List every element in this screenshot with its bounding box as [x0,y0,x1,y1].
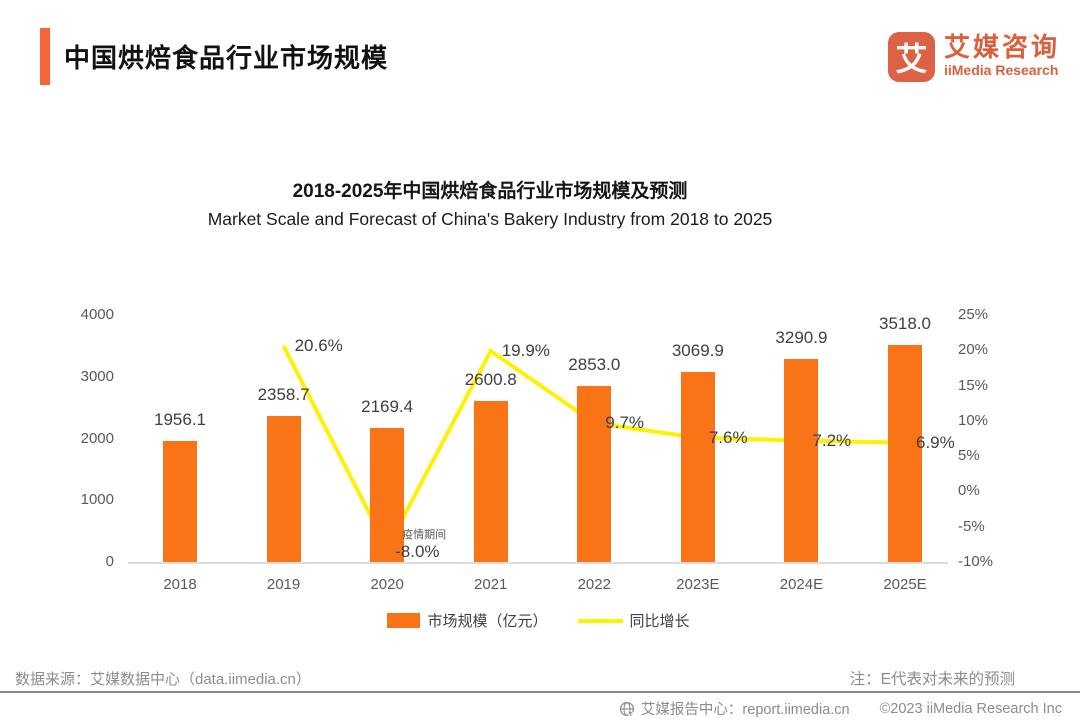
logo-name-cn: 艾媒咨询 [943,32,1060,62]
line-swatch-icon [577,618,623,623]
header-accent-bar [40,28,50,85]
growth-label-2019: 20.6% [294,336,343,356]
y-axis-left-tick: 1000 [80,491,114,509]
covid-annotation: 疫情期间 [402,528,447,541]
growth-label-2025E: 6.9% [916,432,955,452]
y-axis-left-tick: 0 [105,553,114,570]
bar-value-label: 2600.8 [464,370,517,390]
y-axis-right-tick: -10% [958,553,994,570]
x-axis-label-2018: 2018 [163,576,197,593]
bar-value-label: 3518.0 [879,313,931,333]
y-axis-right-tick: 0% [958,482,980,500]
legend: 市场规模（亿元） 同比增长 [130,610,947,631]
legend-label-growth: 同比增长 [629,613,690,630]
legend-item-growth: 同比增长 [577,610,690,631]
y-axis-left-tick: 3000 [80,367,114,385]
growth-label-2023E: 7.6% [708,427,748,447]
bar-2020 [370,428,405,562]
growth-label-2024E: 7.2% [812,430,852,450]
bar-value-label: 2169.4 [361,397,414,417]
growth-label-2021: 19.9% [501,340,550,360]
report-center-text: 艾媒报告中心：report.iimedia.cn [640,702,850,718]
footer-note: 注：E代表对未来的预测 [849,671,1015,688]
x-axis-label-2020: 2020 [370,576,404,593]
page-title: 中国烘焙食品行业市场规模 [64,43,389,73]
x-axis-label-2025E: 2025E [883,576,927,593]
legend-item-market-scale: 市场规模（亿元） [387,610,548,631]
y-axis-right-tick: 25% [958,306,989,323]
bar-2025E [888,344,922,562]
y-axis-right-tick: 10% [958,411,989,429]
x-axis-label-2019: 2019 [266,576,301,593]
bar-value-label: 3069.9 [671,341,724,361]
bar-2024E [784,358,819,562]
bar-2018 [163,441,197,562]
y-axis-left-tick: 2000 [80,429,114,447]
logo: 艾 艾媒咨询 iiMedia Research [887,32,1060,82]
chart-title: 2018-2025年中国烘焙食品行业市场规模及预测 [292,181,688,202]
logo-text: 艾媒咨询 iiMedia Research [944,32,1060,78]
bar-value-label: 2853.0 [568,354,621,374]
y-axis-right-tick: 5% [958,447,980,465]
bar-2021 [473,401,508,562]
y-axis-right-tick: -5% [958,517,985,535]
x-axis-label-2022: 2022 [577,576,611,593]
copyright-text: ©2023 iiMedia Research Inc [879,700,1062,717]
logo-icon: 艾 [887,32,935,82]
globe-icon [619,701,635,717]
bar-2019 [266,416,301,562]
footer-divider [0,691,1080,693]
x-axis-label-2023E: 2023E [676,576,720,593]
footer-data-source: 数据来源：艾媒数据中心（data.iimedia.cn） [15,671,311,688]
legend-label-market-scale: 市场规模（亿元） [427,613,548,630]
x-axis-line [128,562,948,564]
growth-label-2020: -8.0% [395,541,440,561]
bar-value-label: 3290.9 [775,327,828,347]
bottom-bar: 艾媒报告中心：report.iimedia.cn ©2023 iiMedia R… [619,698,1062,719]
x-axis-label-2024E: 2024E [779,576,824,593]
bar-2022 [577,385,612,562]
bar-2023E [680,372,715,562]
chart-subtitle: Market Scale and Forecast of China's Bak… [207,209,773,229]
x-axis-label-2021: 2021 [474,576,508,593]
bar-value-label: 1956.1 [154,410,206,430]
y-axis-right-tick: 15% [958,376,989,394]
bar-value-label: 2358.7 [257,385,310,405]
y-axis-right-tick: 20% [958,341,989,359]
bar-swatch-icon [387,613,421,628]
logo-name-en: iiMedia Research [943,62,1059,78]
y-axis-left-tick: 4000 [80,306,114,323]
growth-label-2022: 9.7% [605,412,645,432]
